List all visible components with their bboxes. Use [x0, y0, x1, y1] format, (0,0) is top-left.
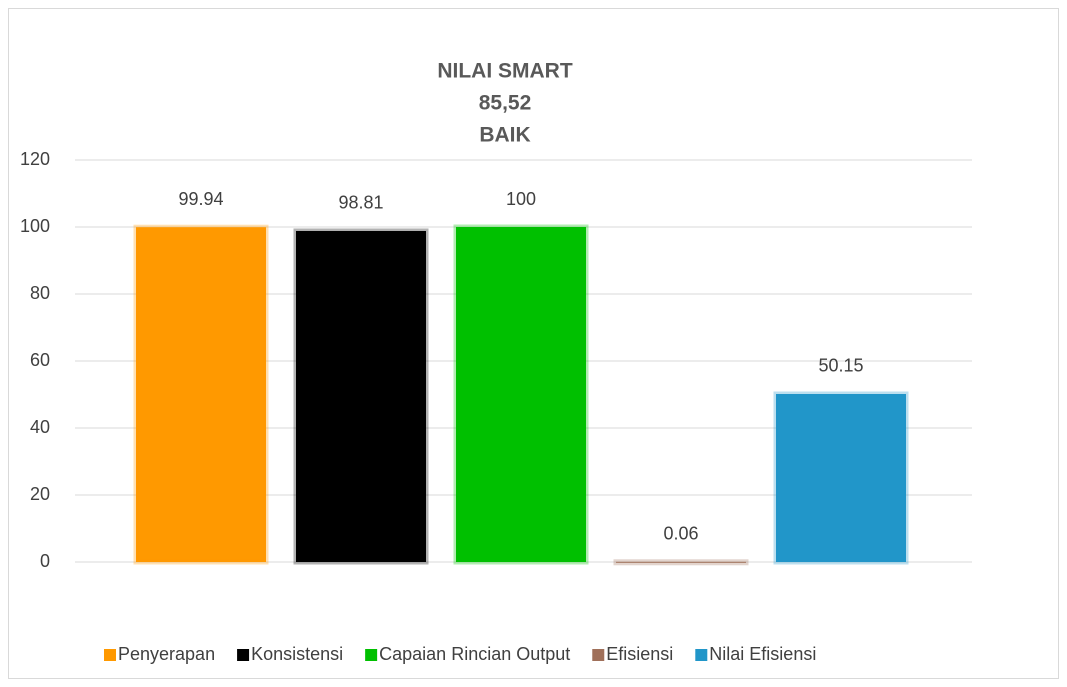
bar: [453, 224, 589, 565]
bar: [773, 391, 909, 565]
legend-label: Nilai Efisiensi: [709, 644, 816, 664]
bar: [133, 224, 269, 565]
chart-title: NILAI SMART: [437, 60, 572, 83]
legend-label: Konsistensi: [251, 644, 343, 664]
y-tick-label: 40: [30, 417, 50, 437]
bar: [293, 228, 429, 565]
bar: [613, 559, 749, 566]
legend-swatch: [695, 649, 708, 661]
y-tick-label: 120: [20, 149, 50, 169]
data-label: 0.06: [663, 524, 698, 544]
chart-title: 85,52: [479, 92, 532, 115]
data-label: 99.94: [178, 189, 223, 209]
y-tick-label: 0: [40, 551, 50, 571]
chart-title: BAIK: [479, 124, 530, 147]
legend-swatch: [104, 649, 116, 661]
legend-swatch: [365, 649, 378, 661]
legend-label: Capaian Rincian Output: [379, 644, 570, 664]
legend-swatch: [592, 649, 605, 661]
y-tick-label: 20: [30, 484, 50, 504]
data-label: 98.81: [338, 193, 383, 213]
legend-swatch: [237, 649, 250, 661]
y-tick-label: 60: [30, 350, 50, 370]
legend-label: Efisiensi: [606, 644, 673, 664]
y-tick-label: 100: [20, 216, 50, 236]
data-label: 50.15: [818, 356, 863, 376]
legend-label: Penyerapan: [118, 644, 215, 664]
y-tick-label: 80: [30, 283, 50, 303]
data-label: 100: [506, 189, 536, 209]
